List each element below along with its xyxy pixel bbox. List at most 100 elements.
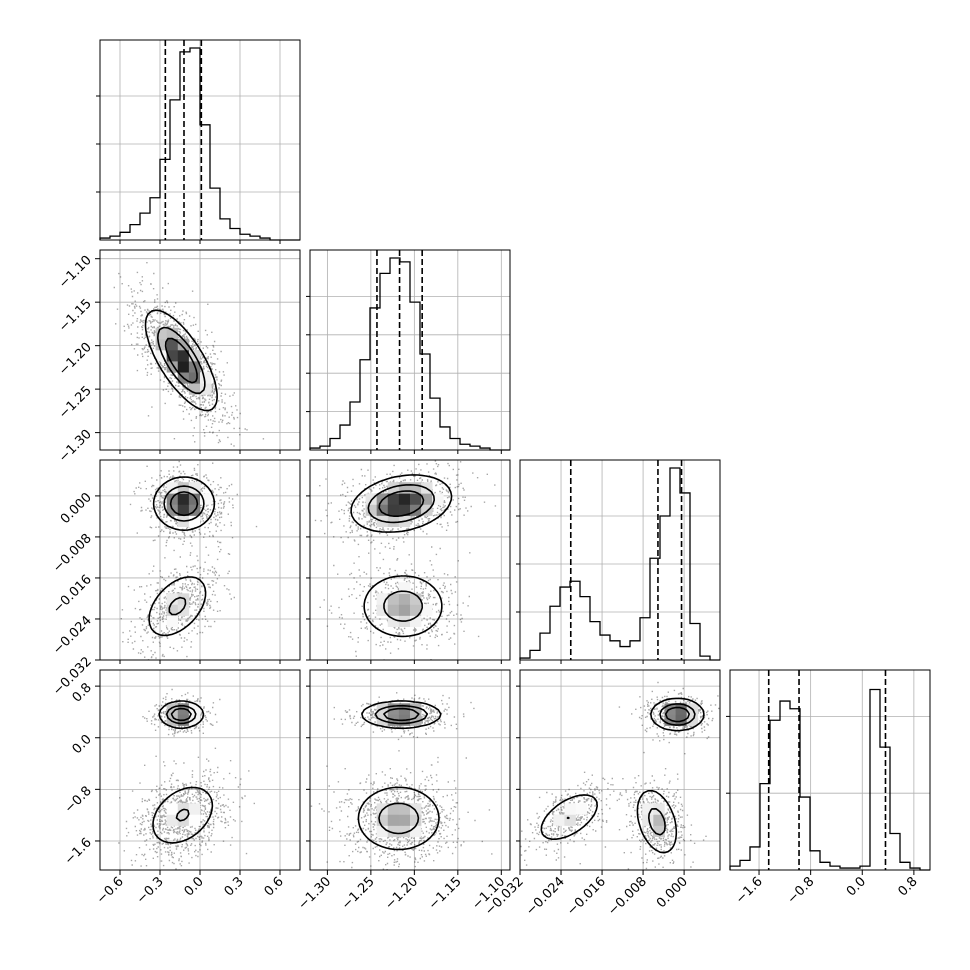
- density-cell: [177, 338, 190, 351]
- density-cell: [553, 814, 565, 826]
- contour-line-1: [367, 484, 435, 622]
- density-cell: [564, 803, 576, 815]
- contour-line-1: [374, 704, 429, 835]
- density-cell: [166, 482, 179, 494]
- density-cell: [398, 482, 411, 494]
- density-cell: [398, 803, 411, 815]
- density-cell: [177, 604, 190, 616]
- x-tick-label-2-4: 0.000: [654, 874, 691, 911]
- density-cell: [200, 372, 212, 384]
- density-cell: [564, 814, 576, 826]
- density-cell: [642, 803, 654, 815]
- contour-line-2: [169, 491, 199, 517]
- contour-line-0: [144, 309, 218, 412]
- density-cell: [410, 714, 422, 726]
- density-cell: [675, 714, 687, 726]
- density-cell: [376, 814, 389, 826]
- contour-line-2: [383, 707, 420, 722]
- density-cell: [387, 593, 400, 605]
- y-tick-label-1-4: −1.10: [56, 253, 95, 292]
- density-cell: [166, 350, 179, 362]
- density-cell: [166, 703, 179, 715]
- density-cell: [177, 493, 190, 505]
- density-cell: [188, 803, 201, 815]
- histogram-panel-1: [306, 249, 511, 451]
- density-cell: [376, 504, 389, 516]
- density-cell: [155, 327, 167, 340]
- histogram-step-line: [99, 47, 300, 241]
- density-cell: [177, 482, 190, 494]
- density-cell: [177, 350, 190, 362]
- density-cell: [642, 814, 654, 826]
- contour-line-2: [170, 707, 192, 722]
- histogram-step-line: [309, 257, 510, 451]
- y-tick-label-3-1: −0.8: [62, 784, 95, 817]
- scatter-points: [310, 692, 493, 870]
- scatter-panel-2-0: [99, 459, 301, 661]
- y-tick-label-1-2: −1.20: [56, 340, 95, 379]
- density-cell: [376, 593, 389, 605]
- contour-line-0: [350, 474, 453, 638]
- x-tick-label-3-2: 0.0: [844, 874, 869, 899]
- density-cell: [188, 515, 201, 527]
- density-cell: [575, 803, 587, 815]
- contour-line-1: [566, 703, 696, 836]
- histogram-panel-0: [96, 39, 301, 241]
- x-tick-label-1-1: −1.25: [339, 874, 378, 913]
- density-cell: [166, 814, 179, 826]
- density-cell: [432, 493, 444, 505]
- y-tick-label-2-1: −0.024: [50, 613, 95, 658]
- density-cell: [410, 593, 422, 605]
- x-tick-label-3-3: 0.8: [895, 874, 920, 899]
- density-cell: [398, 825, 411, 837]
- x-tick-label-3-1: −0.8: [785, 874, 818, 907]
- density-cell: [188, 383, 201, 395]
- scatter-panel-3-2: [519, 669, 721, 871]
- density-cell: [421, 604, 433, 616]
- density-cell: [387, 604, 400, 616]
- density-cell: [421, 493, 433, 505]
- y-tick-label-1-0: −1.30: [56, 427, 95, 466]
- scatter-panel-2-1: [309, 459, 511, 661]
- density-cell: [653, 814, 665, 826]
- x-tick-label-0-4: 0.6: [262, 874, 287, 899]
- density-cell: [376, 604, 389, 616]
- density-cell: [188, 493, 201, 505]
- density-cell: [166, 327, 179, 340]
- contour-line-2: [378, 490, 425, 517]
- density-cell: [398, 582, 411, 594]
- x-tick-label-1-0: −1.30: [295, 874, 334, 913]
- density-cell: [155, 350, 167, 362]
- x-tick-label-2-2: −0.016: [564, 874, 609, 919]
- contour-line-0: [540, 697, 705, 854]
- scatter-panel-3-1: [309, 669, 511, 871]
- histogram-panel-3: [726, 669, 931, 871]
- density-cell: [387, 825, 400, 837]
- density-cell: [410, 825, 422, 837]
- density-cell: [365, 493, 377, 505]
- contour-line-0: [357, 700, 442, 851]
- y-tick-label-2-4: 0.000: [58, 490, 95, 527]
- scatter-panel-1-0: [99, 249, 301, 451]
- density-cell: [188, 814, 201, 826]
- y-tick-label-2-2: −0.016: [50, 572, 95, 617]
- density-cell: [410, 703, 422, 715]
- panel-frame: [309, 249, 511, 451]
- density-cell: [200, 493, 212, 505]
- contour-line-2: [664, 706, 690, 723]
- density-cell: [376, 825, 389, 837]
- x-tick-label-0-3: 0.3: [222, 874, 247, 899]
- density-cell: [387, 615, 400, 627]
- density-cell: [410, 615, 422, 627]
- contour-line-1: [165, 704, 197, 822]
- density-cell: [387, 814, 400, 826]
- density-cell: [387, 515, 400, 527]
- density-cell: [166, 338, 179, 351]
- density-cell: [200, 383, 212, 395]
- density-cell: [166, 604, 179, 616]
- y-tick-label-1-3: −1.15: [56, 296, 95, 335]
- density-cell: [410, 482, 422, 494]
- histogram-step-line: [729, 688, 930, 871]
- x-tick-label-2-3: −0.008: [605, 874, 650, 919]
